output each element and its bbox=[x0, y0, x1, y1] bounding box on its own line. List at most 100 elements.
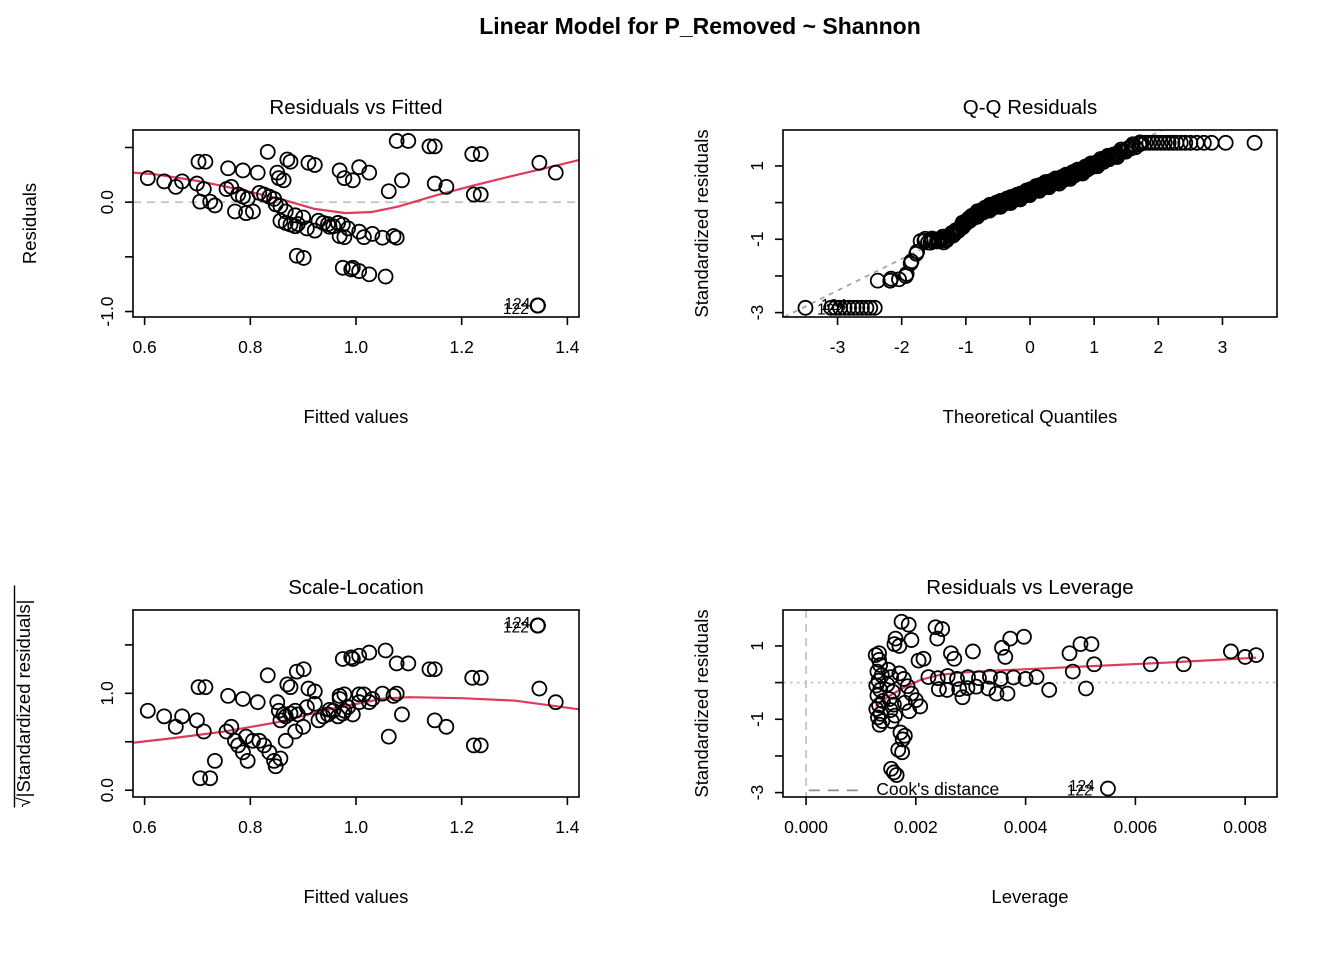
data-point bbox=[190, 679, 207, 696]
data-point bbox=[882, 702, 899, 718]
y-axis-label-group: Residuals bbox=[19, 183, 40, 264]
data-point bbox=[336, 229, 353, 246]
data-point bbox=[993, 671, 1009, 687]
data-point bbox=[1152, 134, 1169, 151]
data-point bbox=[929, 670, 946, 687]
data-point bbox=[472, 186, 489, 203]
data-point bbox=[920, 669, 937, 685]
data-point bbox=[388, 229, 405, 246]
x-axis: 0.6 0.8 1.0 1.2 1.4 Fitted values bbox=[132, 317, 580, 427]
data-point bbox=[336, 170, 353, 187]
data-point bbox=[394, 706, 410, 723]
data-point bbox=[892, 724, 909, 741]
panel-title: Q-Q Residuals bbox=[963, 96, 1097, 119]
data-point bbox=[321, 218, 338, 235]
data-point bbox=[287, 702, 304, 719]
data-point bbox=[282, 153, 299, 170]
x-tick-label: 0.004 bbox=[1004, 817, 1048, 837]
y-axis: 1 -1 -3 Standardized residuals bbox=[691, 609, 783, 800]
data-point bbox=[394, 172, 410, 189]
x-tick-label: -1 bbox=[958, 337, 974, 357]
data-point bbox=[472, 669, 489, 686]
data-point bbox=[238, 205, 254, 222]
data-point bbox=[334, 259, 351, 276]
y-tick-label: -1 bbox=[747, 231, 767, 247]
data-point bbox=[288, 663, 305, 680]
y-axis-label: Residuals bbox=[19, 183, 40, 264]
data-point bbox=[1164, 134, 1181, 151]
data-point bbox=[361, 266, 378, 283]
data-point bbox=[982, 668, 998, 685]
data-point bbox=[946, 650, 963, 667]
data-point bbox=[356, 686, 372, 703]
data-point bbox=[1246, 134, 1263, 151]
x-axis-label: Theoretical Quantiles bbox=[943, 406, 1118, 427]
point-label: 122 bbox=[1067, 783, 1093, 800]
data-point bbox=[1160, 134, 1177, 151]
data-point bbox=[971, 670, 987, 687]
x-tick-label: 1.0 bbox=[344, 817, 369, 837]
y-tick-label: -1 bbox=[747, 711, 767, 727]
data-point bbox=[426, 138, 443, 155]
data-point bbox=[994, 639, 1010, 656]
data-point bbox=[934, 621, 951, 637]
data-point bbox=[321, 701, 338, 718]
x-tick-label: 0.8 bbox=[238, 817, 262, 837]
data-point bbox=[289, 216, 306, 232]
y-axis-label-group: Standardized residuals bbox=[691, 129, 712, 317]
x-tick-label: 1.2 bbox=[450, 337, 474, 357]
x-tick-label: 0.6 bbox=[132, 817, 156, 837]
data-point bbox=[472, 146, 489, 162]
data-point bbox=[900, 616, 917, 633]
data-point bbox=[862, 299, 879, 316]
data-point bbox=[885, 764, 902, 781]
data-point bbox=[1248, 647, 1265, 663]
data-point bbox=[356, 229, 372, 246]
data-point bbox=[1086, 656, 1103, 673]
data-point bbox=[1156, 134, 1173, 151]
data-point bbox=[336, 686, 353, 703]
panel-title: Residuals vs Leverage bbox=[926, 576, 1133, 599]
x-tick-label: -3 bbox=[830, 337, 846, 357]
data-point bbox=[999, 685, 1016, 702]
data-point bbox=[939, 668, 956, 684]
data-point bbox=[300, 154, 317, 171]
data-point bbox=[797, 299, 814, 316]
plot-box bbox=[782, 609, 1278, 798]
data-point bbox=[1005, 669, 1022, 686]
data-point bbox=[884, 683, 901, 700]
y-axis-label: Standardized residuals bbox=[691, 609, 712, 797]
data-point bbox=[139, 170, 156, 187]
data-point bbox=[965, 643, 981, 660]
data-point bbox=[1237, 649, 1254, 665]
x-axis-label: Fitted values bbox=[304, 886, 409, 907]
data-point bbox=[895, 671, 912, 687]
point-label: 122 bbox=[503, 619, 529, 636]
data-point bbox=[951, 681, 968, 698]
data-point bbox=[939, 682, 956, 698]
data-point bbox=[1016, 628, 1032, 645]
data-point bbox=[845, 299, 862, 316]
y-axis: 0.0 -1.0 Residuals bbox=[19, 146, 133, 327]
data-point bbox=[1072, 636, 1089, 652]
data-point bbox=[269, 694, 286, 711]
data-point bbox=[197, 679, 214, 696]
data-point bbox=[858, 299, 875, 316]
data-point bbox=[364, 225, 381, 242]
data-point bbox=[426, 661, 443, 678]
data-point bbox=[202, 193, 219, 210]
data-point bbox=[426, 712, 443, 729]
data-point bbox=[1028, 669, 1045, 685]
data-point bbox=[1064, 663, 1081, 680]
data-point bbox=[1017, 671, 1034, 687]
data-point bbox=[1142, 656, 1159, 673]
panel-title: Residuals vs Fitted bbox=[269, 96, 442, 119]
data-point bbox=[894, 731, 911, 748]
y-tick-label: 1 bbox=[747, 641, 767, 651]
data-point bbox=[202, 770, 219, 787]
x-axis-label: Leverage bbox=[991, 886, 1068, 907]
data-point bbox=[361, 644, 378, 661]
